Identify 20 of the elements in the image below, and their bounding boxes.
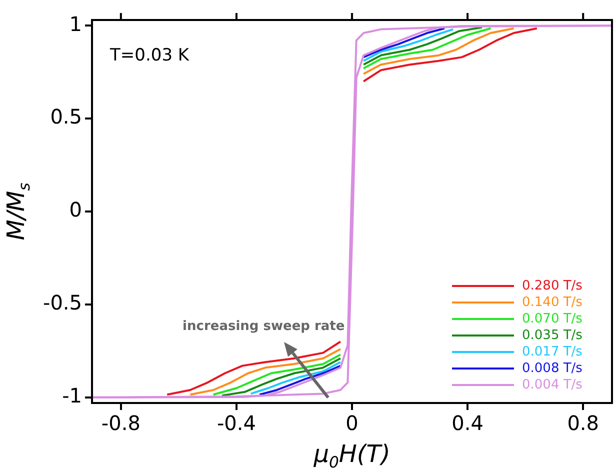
y-tick-label: 1: [69, 12, 82, 36]
x-tick-label: 0: [346, 411, 358, 436]
legend-label: 0.070 T/s: [522, 311, 583, 326]
legend-label: 0.008 T/s: [522, 360, 583, 376]
y-tick-label: -0.5: [42, 290, 82, 315]
legend-label: 0.004 T/s: [522, 377, 583, 392]
legend-label: 0.280 T/s: [522, 278, 583, 294]
x-tick-label: -0.8: [101, 411, 140, 436]
legend-label: 0.140 T/s: [522, 294, 583, 310]
legend-label: 0.035 T/s: [522, 328, 583, 343]
x-tick-label: 0.8: [567, 411, 600, 436]
legend-label: 0.017 T/s: [522, 344, 583, 360]
x-tick-label: -0.4: [216, 411, 256, 436]
y-tick-label: -1: [62, 384, 82, 408]
annotation: T=0.03 K: [109, 45, 190, 66]
x-tick-label: 0.4: [452, 411, 484, 436]
y-tick-label: 0: [69, 198, 82, 222]
annotation: increasing sweep rate: [182, 318, 345, 334]
y-axis-title: M/Ms: [2, 182, 34, 240]
y-tick-label: 0.5: [50, 104, 82, 129]
